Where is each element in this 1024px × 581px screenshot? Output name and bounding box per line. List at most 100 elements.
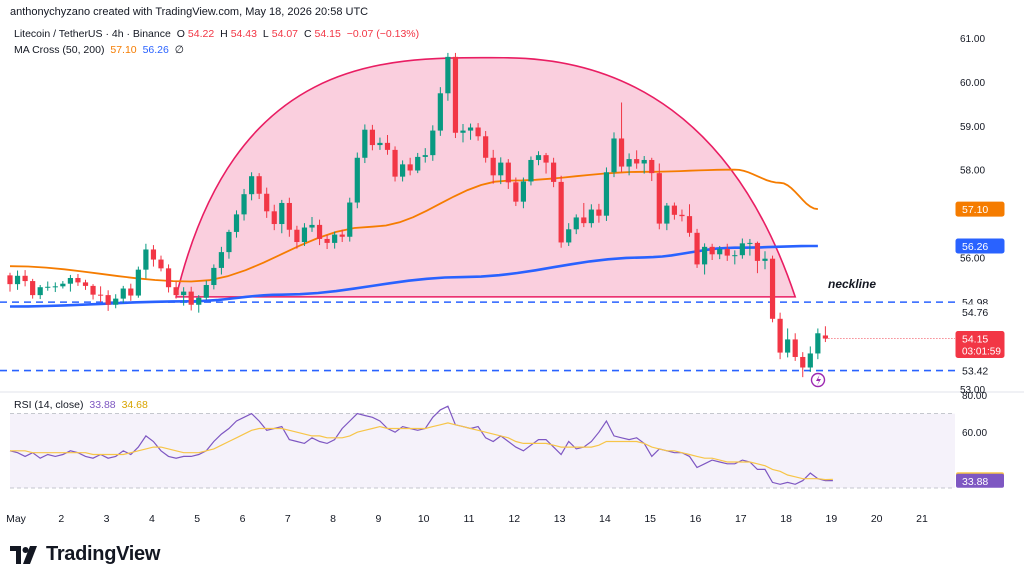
time-tick-label: 4 — [149, 513, 155, 525]
candle — [437, 87, 443, 136]
candle-body — [286, 202, 292, 230]
candle — [452, 52, 459, 139]
candle-body — [641, 159, 647, 164]
price-mark-box — [955, 201, 1005, 217]
candle-body — [777, 318, 783, 353]
candle — [7, 272, 13, 292]
candle-body — [196, 297, 202, 305]
candle-body — [732, 255, 738, 257]
candle-body — [543, 155, 549, 163]
candle — [332, 231, 338, 249]
candle — [422, 148, 428, 163]
tradingview-logo-icon — [10, 545, 37, 564]
candle — [75, 274, 81, 286]
candle-body — [120, 288, 126, 299]
candle-body — [535, 155, 542, 160]
price-tick-label: 61.00 — [960, 34, 985, 45]
rounded-top-pattern — [175, 56, 797, 298]
candle-body — [702, 246, 708, 265]
rsi-ma-value: 34.68 — [121, 399, 148, 411]
candle — [37, 285, 43, 300]
candle-body — [626, 159, 632, 167]
price-mark-box — [955, 363, 1005, 379]
price-mark-label: 57.10 — [962, 204, 988, 216]
candle-body — [460, 130, 466, 133]
candle — [717, 245, 723, 260]
candle — [98, 286, 104, 303]
candle — [324, 234, 330, 250]
time-tick-label: 19 — [826, 513, 838, 525]
alert-bolt-icon — [816, 375, 821, 386]
rsi-legend: RSI (14, close) 33.88 34.68 — [14, 399, 151, 411]
candle-body — [498, 162, 504, 176]
candle-body — [128, 288, 134, 296]
candle-body — [603, 172, 610, 216]
candle — [279, 199, 285, 234]
candle-body — [105, 295, 111, 305]
candle-body — [581, 217, 587, 224]
candle — [686, 204, 693, 237]
candle — [739, 238, 745, 259]
candle — [113, 294, 119, 309]
candle-body — [45, 286, 51, 288]
candle-body — [52, 286, 58, 288]
candle-body — [362, 129, 368, 158]
candle — [558, 175, 564, 248]
candle-body — [739, 243, 745, 256]
candle-body — [483, 136, 489, 158]
candle-body — [211, 267, 217, 286]
candle — [309, 217, 315, 232]
candle — [218, 246, 224, 275]
candle — [581, 202, 587, 228]
candle-body — [165, 268, 172, 288]
price-mark-box — [955, 238, 1005, 254]
candle — [143, 243, 149, 279]
candle — [233, 210, 240, 238]
candle — [384, 134, 391, 155]
candle-body — [135, 269, 141, 296]
rsi-label[interactable]: RSI (14, close) — [14, 399, 84, 411]
candle-body — [528, 159, 534, 182]
rsi-tick-label: 60.00 — [962, 428, 987, 439]
tradingview-logo[interactable]: TradingView — [10, 543, 160, 566]
time-tick-label: 16 — [690, 513, 702, 525]
candle — [241, 188, 247, 221]
time-tick-label: 2 — [58, 513, 64, 525]
candle-body — [573, 217, 579, 230]
candle-body — [671, 205, 677, 215]
time-tick-label: 21 — [916, 513, 928, 525]
candle-body — [90, 285, 96, 295]
time-tick-label: 9 — [375, 513, 381, 525]
candle-body — [807, 353, 813, 368]
candle-body — [649, 159, 655, 174]
time-tick-label: 14 — [599, 513, 611, 525]
candle — [800, 352, 806, 378]
candle — [467, 123, 474, 140]
candle — [785, 328, 791, 358]
candle-body — [233, 214, 240, 232]
candle-body — [618, 138, 625, 167]
candle — [505, 159, 511, 189]
candle — [67, 274, 73, 292]
symbol-name[interactable]: Litecoin / TetherUS · 4h · Binance — [14, 28, 171, 40]
candle — [732, 250, 738, 265]
candle-body — [332, 234, 338, 243]
candle — [679, 209, 685, 222]
ma-hidden-icon[interactable]: ∅ — [174, 44, 184, 56]
candle-body — [369, 129, 375, 146]
time-tick-label: 8 — [330, 513, 336, 525]
candle-body — [407, 164, 413, 171]
ma-cross-label[interactable]: MA Cross (50, 200) — [14, 44, 105, 56]
candle — [196, 295, 202, 313]
candle — [173, 281, 179, 299]
time-tick-label: 15 — [644, 513, 656, 525]
symbol-legend: Litecoin / TetherUS · 4h · Binance O 54.2… — [14, 28, 422, 40]
candle — [264, 187, 270, 218]
candle-body — [226, 231, 232, 253]
candle-body — [188, 291, 194, 305]
candle — [656, 163, 662, 230]
candle — [483, 131, 489, 163]
candle-body — [347, 202, 353, 237]
price-mark-box — [955, 304, 1005, 320]
candle — [294, 225, 300, 249]
